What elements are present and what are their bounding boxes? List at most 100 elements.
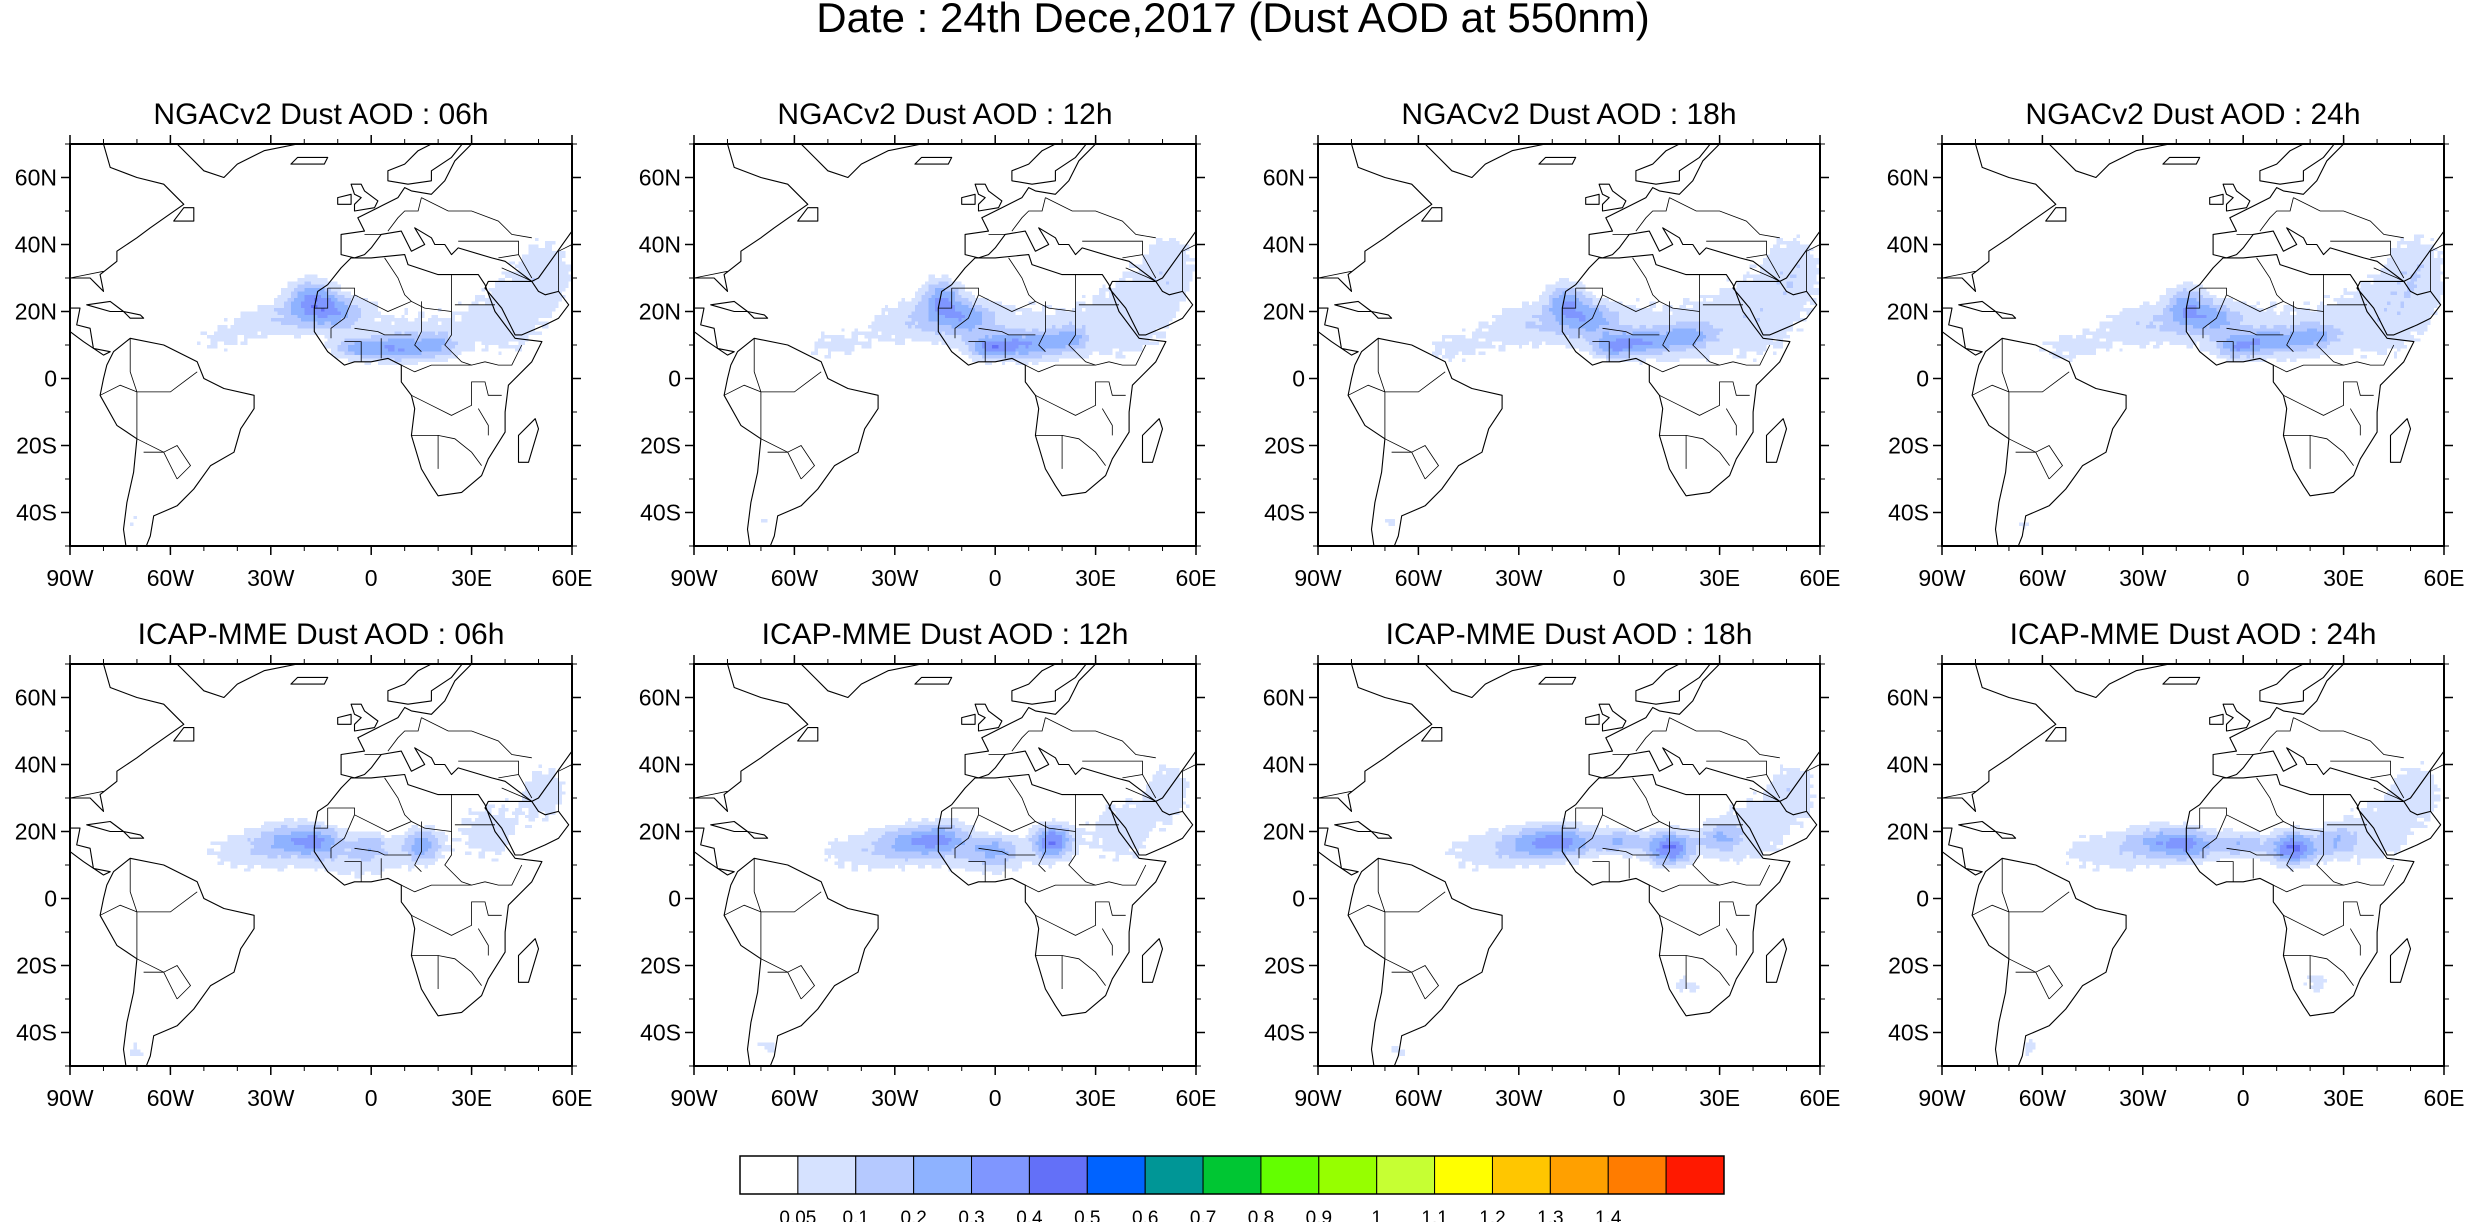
aod-field [694, 144, 1196, 546]
x-tick-label: 30W [2119, 565, 2167, 591]
y-tick-label: 20N [1887, 299, 1929, 325]
y-tick-label: 60N [1887, 165, 1929, 191]
x-tick-label: 0 [989, 565, 1002, 591]
colorbar: 0.05 0.1 0.2 0.3 0.4 0.5 0.6 0.7 0.8 0.9 1 1.1 1.2 1.… [739, 1155, 1725, 1222]
colorbar-label: 0.3 [958, 1208, 984, 1222]
colorbar-swatch [1260, 1155, 1320, 1195]
x-tick-label: 90W [1294, 1085, 1342, 1111]
colorbar-label: 1.2 [1479, 1208, 1505, 1222]
aod-field [70, 144, 572, 546]
y-tick-label: 40N [15, 752, 57, 778]
colorbar-label: 1.3 [1537, 1208, 1563, 1222]
x-tick-label: 60E [1176, 565, 1217, 591]
map-panel: ICAP-MME Dust AOD : 06h 90W 60W 30W 0 30E 60E 6… [15, 618, 593, 1111]
y-tick-label: 0 [1292, 366, 1305, 392]
y-tick-label: 60N [15, 165, 57, 191]
y-tick-label: 60N [1263, 685, 1305, 711]
colorbar-label: 0.1 [843, 1208, 869, 1222]
y-tick-label: 40N [15, 232, 57, 258]
y-tick-label: 40N [639, 232, 681, 258]
y-tick-label: 40S [1264, 1020, 1305, 1046]
y-tick-label: 40S [16, 500, 57, 526]
x-tick-label: 30W [2119, 1085, 2167, 1111]
coastlines [70, 664, 572, 1066]
y-tick-label: 20S [640, 433, 681, 459]
y-tick-label: 20N [639, 299, 681, 325]
coastlines [1942, 144, 2444, 546]
x-tick-label: 60E [2424, 565, 2465, 591]
colorbar-swatch [1491, 1155, 1551, 1195]
y-tick-label: 0 [668, 366, 681, 392]
x-tick-label: 60W [2019, 1085, 2067, 1111]
colorbar-swatch [739, 1155, 799, 1195]
colorbar-swatch [1202, 1155, 1262, 1195]
x-tick-label: 30W [1495, 565, 1543, 591]
y-tick-label: 40N [1263, 752, 1305, 778]
colorbar-swatch [797, 1155, 857, 1195]
x-tick-label: 0 [1613, 1085, 1626, 1111]
x-tick-label: 90W [1294, 565, 1342, 591]
y-tick-label: 0 [1916, 886, 1929, 912]
colorbar-label: 0.7 [1190, 1208, 1216, 1222]
y-tick-label: 20N [15, 819, 57, 845]
x-tick-label: 60W [147, 565, 195, 591]
colorbar-swatch [1665, 1155, 1725, 1195]
x-tick-label: 0 [2237, 565, 2250, 591]
coastlines [694, 144, 1196, 546]
y-tick-label: 40S [1888, 500, 1929, 526]
x-tick-label: 90W [46, 1085, 94, 1111]
x-tick-label: 60W [147, 1085, 195, 1111]
x-tick-label: 0 [365, 565, 378, 591]
coastlines [694, 664, 1196, 1066]
colorbar-label: 0.6 [1132, 1208, 1158, 1222]
x-tick-label: 60E [1800, 565, 1841, 591]
colorbar-swatch [1086, 1155, 1146, 1195]
y-tick-label: 60N [639, 165, 681, 191]
y-tick-label: 40N [1263, 232, 1305, 258]
y-tick-label: 20N [1887, 819, 1929, 845]
x-tick-label: 60W [771, 1085, 819, 1111]
x-tick-label: 60E [1800, 1085, 1841, 1111]
colorbar-label: 1.4 [1595, 1208, 1622, 1222]
map-panel: NGACv2 Dust AOD : 24h 90W 60W 30W 0 30E 60E 60N… [1887, 98, 2465, 591]
panel-title: ICAP-MME Dust AOD : 24h [2010, 618, 2377, 651]
coastlines [1318, 144, 1820, 546]
y-tick-label: 40S [1264, 500, 1305, 526]
x-tick-label: 30E [2323, 565, 2364, 591]
y-tick-label: 60N [15, 685, 57, 711]
aod-field [694, 664, 1196, 1066]
x-tick-label: 60W [2019, 565, 2067, 591]
x-tick-label: 90W [670, 565, 718, 591]
x-tick-label: 30E [1699, 565, 1740, 591]
panel-title: NGACv2 Dust AOD : 06h [153, 98, 488, 131]
colorbar-label: 0.5 [1074, 1208, 1100, 1222]
y-tick-label: 0 [1292, 886, 1305, 912]
y-tick-label: 40N [1887, 752, 1929, 778]
aod-field [1318, 664, 1820, 1066]
x-tick-label: 0 [989, 1085, 1002, 1111]
x-tick-label: 60E [552, 565, 593, 591]
y-tick-label: 0 [44, 886, 57, 912]
x-tick-label: 30E [1699, 1085, 1740, 1111]
y-tick-label: 20S [1888, 433, 1929, 459]
x-tick-label: 0 [2237, 1085, 2250, 1111]
x-tick-label: 90W [46, 565, 94, 591]
y-tick-label: 20S [1888, 953, 1929, 979]
colorbar-label: 0.05 [779, 1208, 816, 1222]
coastlines [70, 144, 572, 546]
y-tick-label: 20S [1264, 953, 1305, 979]
x-tick-label: 30W [247, 1085, 295, 1111]
coastlines [1942, 664, 2444, 1066]
map-panel: NGACv2 Dust AOD : 12h 90W 60W 30W 0 30E 60E 60N… [639, 98, 1217, 591]
y-tick-label: 40S [640, 1020, 681, 1046]
y-tick-label: 60N [1887, 685, 1929, 711]
x-tick-label: 30E [1075, 1085, 1116, 1111]
y-tick-label: 0 [44, 366, 57, 392]
panel-title: NGACv2 Dust AOD : 12h [777, 98, 1112, 131]
y-tick-label: 20N [15, 299, 57, 325]
y-tick-label: 0 [1916, 366, 1929, 392]
figure-title: Date : 24th Dece,2017 (Dust AOD at 550nm… [816, 0, 1649, 41]
y-tick-label: 20N [1263, 819, 1305, 845]
colorbar-swatch [1607, 1155, 1667, 1195]
colorbar-swatch [855, 1155, 915, 1195]
